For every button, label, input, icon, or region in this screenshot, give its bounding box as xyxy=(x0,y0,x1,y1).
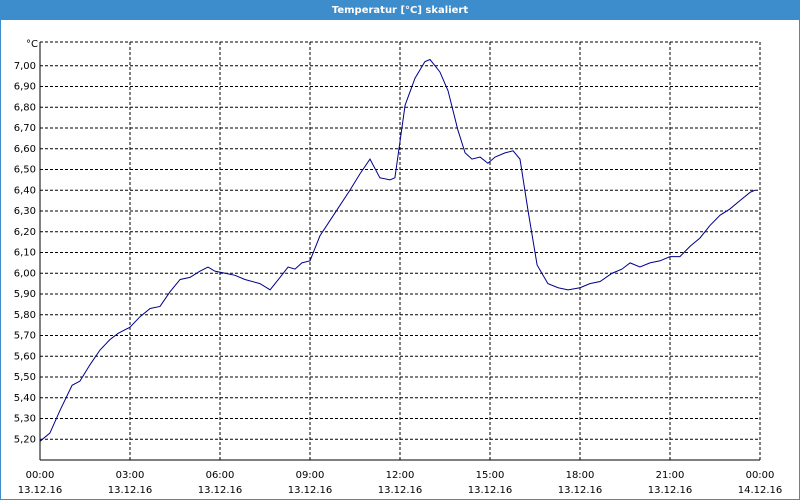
x-tick-label: 12:00 xyxy=(386,470,415,481)
y-tick-label: 5,30 xyxy=(14,414,36,425)
y-tick-label: 5,70 xyxy=(14,331,36,342)
x-tick-label: 21:00 xyxy=(656,470,685,481)
y-tick-label: 6,30 xyxy=(14,206,36,217)
y-tick-label: 6,50 xyxy=(14,165,36,176)
y-tick-label: 5,60 xyxy=(14,351,36,362)
x-tick-date: 14.12.16 xyxy=(738,485,783,496)
title-bar xyxy=(0,0,800,20)
x-tick-date: 13.12.16 xyxy=(378,485,423,496)
y-tick-label: 7,00 xyxy=(14,61,36,72)
y-tick-label: 6,40 xyxy=(14,185,36,196)
y-tick-label: 6,20 xyxy=(14,227,36,238)
x-tick-date: 13.12.16 xyxy=(18,485,63,496)
y-tick-label: 5,80 xyxy=(14,310,36,321)
x-tick-label: 15:00 xyxy=(476,470,505,481)
window-title: Temperatur [°C] skaliert xyxy=(332,5,469,16)
x-tick-date: 13.12.16 xyxy=(288,485,333,496)
y-tick-label: 5,20 xyxy=(14,434,36,445)
x-tick-date: 13.12.16 xyxy=(468,485,513,496)
x-tick-date: 13.12.16 xyxy=(558,485,603,496)
x-tick-label: 00:00 xyxy=(26,470,55,481)
x-tick-date: 13.12.16 xyxy=(108,485,153,496)
y-tick-label: 5,50 xyxy=(14,372,36,383)
y-tick-label: 6,00 xyxy=(14,268,36,279)
y-axis-label: °C xyxy=(26,39,38,50)
x-tick-label: 03:00 xyxy=(116,470,145,481)
x-tick-date: 13.12.16 xyxy=(198,485,243,496)
y-tick-label: 5,40 xyxy=(14,393,36,404)
y-tick-label: 6,10 xyxy=(14,248,36,259)
y-tick-label: 6,80 xyxy=(14,102,36,113)
y-tick-label: 6,90 xyxy=(14,82,36,93)
temperature-line xyxy=(39,58,756,442)
x-tick-label: 18:00 xyxy=(566,470,595,481)
x-tick-label: 06:00 xyxy=(206,470,235,481)
y-tick-label: 6,60 xyxy=(14,144,36,155)
x-tick-date: 13.12.16 xyxy=(648,485,693,496)
y-tick-label: 6,70 xyxy=(14,123,36,134)
x-tick-label: 09:00 xyxy=(296,470,325,481)
x-tick-label: 00:00 xyxy=(746,470,775,481)
y-tick-label: 5,90 xyxy=(14,289,36,300)
